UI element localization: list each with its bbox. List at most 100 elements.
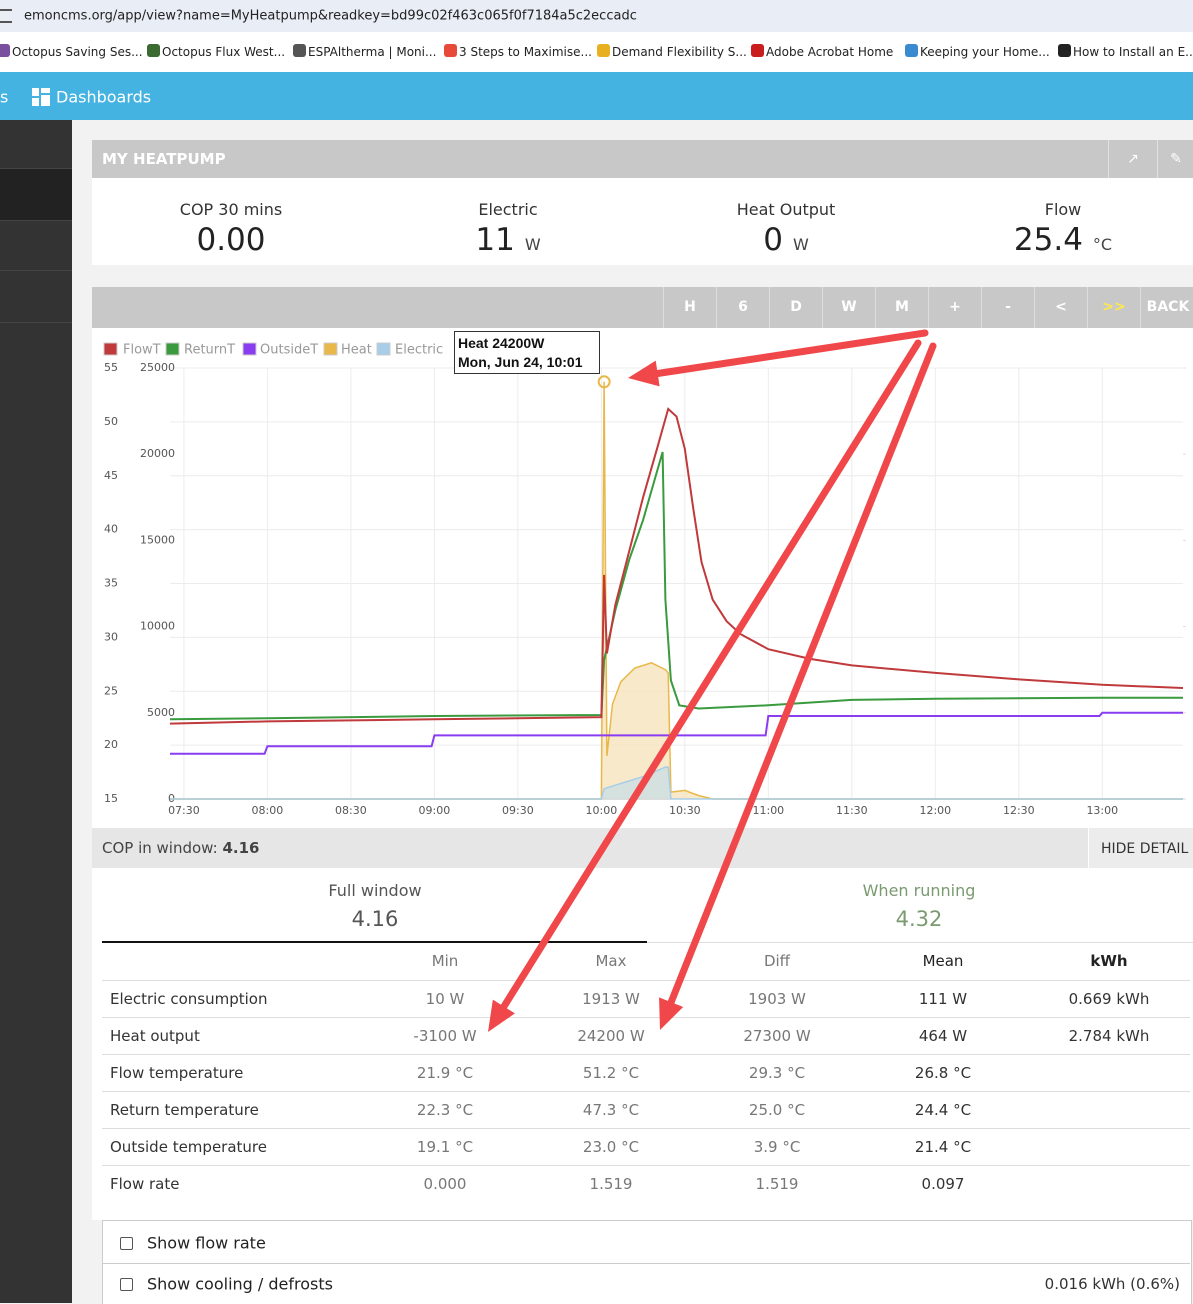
top-nav xyxy=(0,72,1193,120)
cell: 21.4 °C xyxy=(914,1138,972,1156)
time-button[interactable]: >> xyxy=(1087,287,1140,328)
bookmark-icon xyxy=(147,44,160,57)
url[interactable]: emoncms.org/app/view?name=MyHeatpump&rea… xyxy=(24,8,637,24)
legend-label: FlowT xyxy=(123,343,161,358)
x-tick-label: 09:30 xyxy=(502,804,534,817)
bookmark-icon xyxy=(751,44,764,57)
bookmark[interactable]: Octopus Saving Ses... xyxy=(12,45,143,59)
bookmark[interactable]: Keeping your Home... xyxy=(920,45,1050,59)
stat: 0.00 xyxy=(196,222,265,258)
y-tick-label: 50 xyxy=(104,415,118,428)
settings-button[interactable]: ✎ xyxy=(1157,140,1193,178)
option-value: 0.016 kWh (0.6%) xyxy=(1044,1275,1180,1293)
url-bar xyxy=(0,0,1193,32)
row-line xyxy=(102,1165,1190,1166)
stat-label: Electric xyxy=(478,200,538,219)
checkbox[interactable] xyxy=(120,1237,133,1250)
cell: 29.3 °C xyxy=(748,1064,806,1082)
row-label: Return temperature xyxy=(110,1101,259,1119)
legend-swatch xyxy=(323,342,338,356)
cell: 24.4 °C xyxy=(914,1101,972,1119)
row-label: Flow rate xyxy=(110,1175,180,1193)
legend-swatch xyxy=(165,342,180,356)
bookmark[interactable]: 3 Steps to Maximise... xyxy=(459,45,592,59)
tab-line xyxy=(647,942,1193,943)
cell: 23.0 °C xyxy=(582,1138,640,1156)
area xyxy=(170,381,1183,799)
x-tick-label: 08:30 xyxy=(335,804,367,817)
row-label: Outside temperature xyxy=(110,1138,267,1156)
dashboards-icon xyxy=(32,88,50,106)
option-label[interactable]: Show cooling / defrosts xyxy=(147,1274,333,1294)
y-tick-label: 55 xyxy=(104,361,118,374)
nav-item[interactable]: s xyxy=(0,87,9,107)
row-label: Flow temperature xyxy=(110,1064,244,1082)
x-tick-label: 12:00 xyxy=(919,804,951,817)
row-line xyxy=(102,980,1190,981)
table-header: Min xyxy=(431,952,459,970)
table-header: Diff xyxy=(763,952,791,970)
stat-value: 25.4 xyxy=(1013,222,1083,258)
y-tick-label: 40 xyxy=(104,523,118,536)
options-box xyxy=(102,1220,1192,1304)
bookmark-icon xyxy=(0,44,10,57)
time-button[interactable]: W xyxy=(822,287,875,328)
time-button[interactable]: + xyxy=(928,287,981,328)
cell: 27300 W xyxy=(743,1027,811,1045)
bookmark-icon xyxy=(597,44,610,57)
table-header: Mean xyxy=(922,952,964,970)
checkbox[interactable] xyxy=(120,1278,133,1291)
cell: 10 W xyxy=(425,990,465,1008)
stat: 11 W xyxy=(475,222,540,258)
bookmark[interactable]: ESPAltherma | Moni... xyxy=(308,45,437,59)
time-button[interactable]: M xyxy=(875,287,928,328)
row-line xyxy=(102,1054,1190,1055)
x-tick-label: 10:00 xyxy=(586,804,618,817)
y-tick-label: 35 xyxy=(104,577,118,590)
cell: 0.097 xyxy=(921,1175,965,1193)
bookmark[interactable]: How to Install an E... xyxy=(1073,45,1193,59)
legend-swatch xyxy=(242,342,257,356)
legend-label: OutsideT xyxy=(260,343,318,358)
stat-label: Flow xyxy=(1044,200,1082,219)
nav-dashboards[interactable]: Dashboards xyxy=(56,87,152,107)
time-button[interactable]: H xyxy=(663,287,716,328)
y2-tick-label: 20000 xyxy=(140,447,175,460)
sidebar-item[interactable] xyxy=(0,270,72,323)
when-running-value[interactable]: 4.32 xyxy=(895,907,943,931)
chart: 1520253035404550550500010000150002000025… xyxy=(103,342,1186,817)
time-button[interactable]: BACK xyxy=(1140,287,1193,328)
cell: 3.9 °C xyxy=(753,1138,801,1156)
when-running-label[interactable]: When running xyxy=(862,881,976,900)
bookmark[interactable]: Demand Flexibility S... xyxy=(612,45,747,59)
stat: 25.4 °C xyxy=(1014,222,1112,258)
row-line xyxy=(102,1128,1190,1129)
sidebar-item[interactable] xyxy=(0,168,72,221)
cop-in-window: COP in window: 4.16 xyxy=(102,839,259,857)
cell: 1.519 xyxy=(589,1175,633,1193)
time-button[interactable]: D xyxy=(769,287,822,328)
hide-detail-button[interactable]: HIDE DETAIL xyxy=(1088,828,1193,868)
cell: 1903 W xyxy=(748,990,806,1008)
time-button[interactable]: - xyxy=(981,287,1034,328)
x-tick-label: 12:30 xyxy=(1003,804,1035,817)
share-button[interactable]: ↗ xyxy=(1108,140,1157,178)
y-tick-label: 30 xyxy=(104,630,118,643)
tooltip: Heat 24200W Mon, Jun 24, 10:01 xyxy=(454,331,600,374)
legend-swatch xyxy=(103,342,118,356)
full-window-value: 4.16 xyxy=(351,907,399,931)
site-info-icon[interactable] xyxy=(0,9,12,23)
stat-value: 11 xyxy=(475,222,515,258)
y2-tick-label: 25000 xyxy=(140,361,175,374)
table-header: kWh xyxy=(1090,952,1128,970)
bookmark[interactable]: Adobe Acrobat Home xyxy=(766,45,894,59)
time-button[interactable]: 6 xyxy=(716,287,769,328)
cell: 21.9 °C xyxy=(416,1064,474,1082)
bookmark[interactable]: Octopus Flux West... xyxy=(162,45,286,59)
legend-label: Electric xyxy=(395,343,443,358)
y2-tick-label: 15000 xyxy=(140,533,175,546)
time-button[interactable]: < xyxy=(1034,287,1087,328)
option-label[interactable]: Show flow rate xyxy=(147,1233,266,1253)
